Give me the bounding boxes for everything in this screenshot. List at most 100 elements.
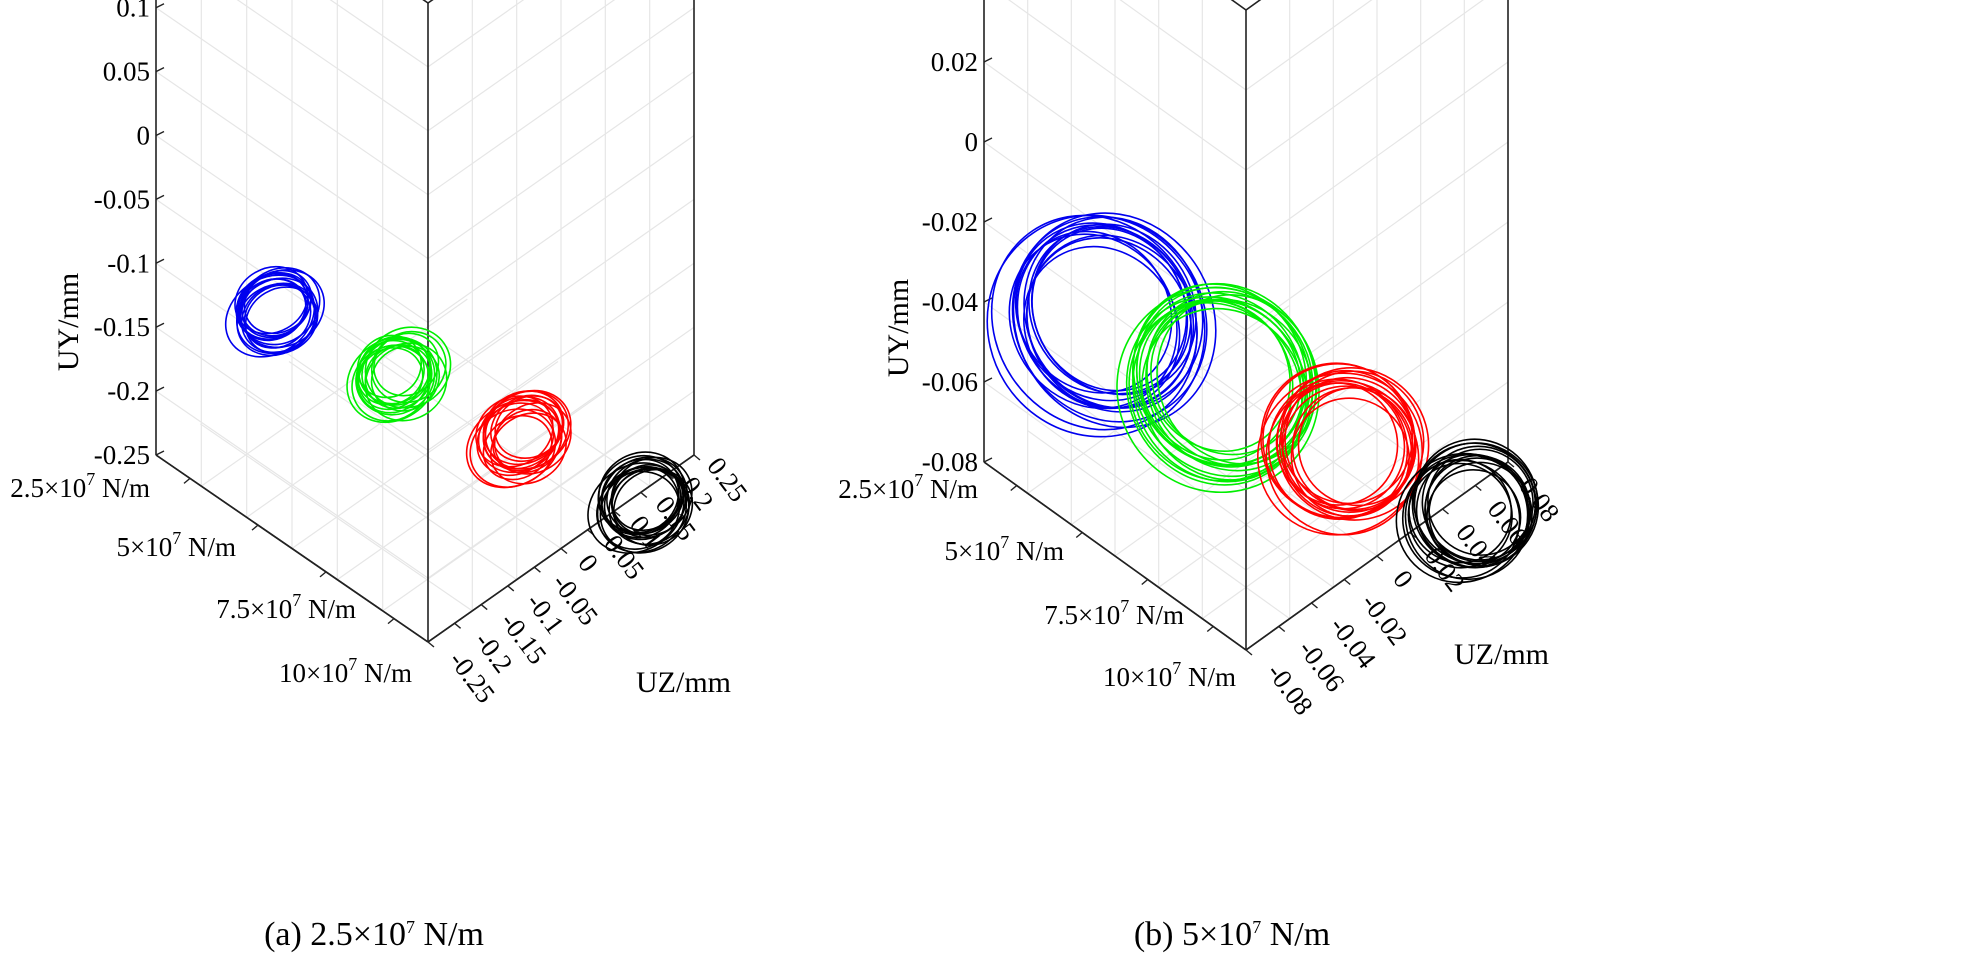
orbit-loop xyxy=(1278,382,1406,510)
category-axis-line xyxy=(983,461,1247,651)
category-label-exp: 7 xyxy=(914,470,923,490)
y-tick-mark xyxy=(155,66,165,73)
orbit-loop xyxy=(236,283,316,357)
category-label-exp: 7 xyxy=(348,654,357,674)
category-label-main: 10×10 xyxy=(279,658,348,688)
category-label-exp: 7 xyxy=(1172,658,1181,678)
panel-caption: (a) 2.5×107 N/m xyxy=(264,916,484,953)
orbit-loop xyxy=(1427,448,1534,556)
orbit-loop xyxy=(1145,298,1314,472)
z-tick-mark xyxy=(613,510,621,517)
category-label-exp: 7 xyxy=(172,528,181,548)
y-tick-label: 0.05 xyxy=(103,57,150,87)
category-tick-mark xyxy=(1206,625,1214,633)
category-label-unit: N/m xyxy=(923,474,978,504)
category-label-unit: N/m xyxy=(181,532,236,562)
orbit-loop xyxy=(476,402,555,477)
y-tick-mark xyxy=(155,3,165,9)
y-tick-mark xyxy=(155,194,165,201)
z-tick-label: 0 xyxy=(572,549,604,578)
orbit-loop xyxy=(1407,462,1513,569)
category-tick-mark xyxy=(251,524,259,531)
y-tick-mark xyxy=(155,386,165,392)
orbit-loop xyxy=(596,470,681,550)
z-axis-label: UZ/mm xyxy=(636,666,731,699)
panel-caption-main: (a) 2.5×10 xyxy=(264,916,406,953)
category-tick-mark xyxy=(1010,484,1018,492)
orbit-series xyxy=(224,265,325,358)
z-tick-mark xyxy=(666,473,674,480)
category-tick-mark xyxy=(183,477,191,484)
orbit-series xyxy=(1395,438,1540,584)
y-tick-label: -0.05 xyxy=(94,184,150,214)
grid-line-floor xyxy=(200,298,468,487)
orbit-loop xyxy=(224,274,316,358)
category-label: 10×107 N/m xyxy=(279,654,412,688)
z-tick-label: 0 xyxy=(1387,565,1419,594)
category-label: 5×107 N/m xyxy=(117,528,237,562)
category-label-main: 5×10 xyxy=(945,536,1001,566)
z-tick-mark xyxy=(1278,625,1286,633)
category-label-unit: N/m xyxy=(95,473,150,503)
orbit-loop xyxy=(346,336,438,424)
z-tick-mark xyxy=(1343,578,1351,586)
category-tick-mark xyxy=(1141,578,1149,586)
y-tick-label: -0.25 xyxy=(94,440,150,470)
grid-line-y xyxy=(155,71,695,260)
y-tick-label: -0.2 xyxy=(107,376,150,406)
z-tick-mark xyxy=(1311,602,1318,609)
panel-caption-main: (b) 5×10 xyxy=(1134,916,1252,953)
y-tick-label: 0 xyxy=(137,121,151,151)
category-label-main: 7.5×10 xyxy=(216,594,292,624)
category-label-main: 2.5×10 xyxy=(838,474,914,504)
category-label-exp: 7 xyxy=(292,590,301,610)
panel-caption-unit: N/m xyxy=(1261,916,1330,953)
y-tick-label: -0.1 xyxy=(107,248,150,278)
orbit-loop xyxy=(1030,223,1197,396)
grid-line-y xyxy=(155,7,695,196)
orbit-loop xyxy=(1395,452,1529,584)
category-label-exp: 7 xyxy=(1120,596,1129,616)
orbit-series xyxy=(346,326,452,424)
y-tick-mark xyxy=(155,450,165,456)
y-tick-label: 0 xyxy=(965,127,979,157)
category-label-unit: N/m xyxy=(357,658,412,688)
orbit-loop xyxy=(235,272,309,341)
panel-caption: (b) 5×107 N/m xyxy=(1134,916,1330,953)
z-tick-mark xyxy=(640,491,648,498)
category-label-main: 2.5×10 xyxy=(10,473,86,503)
orbit-loop xyxy=(240,282,317,354)
z-tick-mark xyxy=(1474,484,1482,492)
axes-box xyxy=(155,0,695,643)
orbit-loop xyxy=(598,451,686,534)
grid-line-y xyxy=(1231,0,1261,11)
orbit-loop xyxy=(1025,234,1198,413)
orbit-loop xyxy=(1412,438,1539,565)
y-tick-label: -0.15 xyxy=(94,312,150,342)
grid-line-y xyxy=(329,0,525,68)
orbit-loop xyxy=(986,214,1206,438)
category-label-unit: N/m xyxy=(1129,600,1184,630)
orbit-loop xyxy=(1011,216,1208,423)
y-tick-mark xyxy=(983,297,993,303)
category-label-main: 10×10 xyxy=(1103,662,1172,692)
orbit-loop xyxy=(1146,290,1314,467)
category-tick-mark xyxy=(1075,531,1083,539)
y-axis-label: UY/mm xyxy=(52,273,85,371)
y-tick-mark xyxy=(155,130,165,137)
category-label: 2.5×107 N/m xyxy=(838,470,978,504)
orbit-loop xyxy=(373,332,440,397)
category-label: 7.5×107 N/m xyxy=(1044,596,1184,630)
z-tick-mark xyxy=(454,622,462,629)
orbit-loop xyxy=(1257,372,1423,536)
y-tick-mark xyxy=(983,137,993,143)
orbit-loop xyxy=(465,399,563,489)
z-tick-mark xyxy=(560,547,568,555)
category-label: 7.5×107 N/m xyxy=(216,590,356,624)
category-tick-mark xyxy=(387,618,395,625)
orbit-series xyxy=(1257,362,1430,536)
category-label-unit: N/m xyxy=(301,594,356,624)
z-tick-mark xyxy=(1376,555,1384,562)
category-axis-line xyxy=(155,454,429,643)
panel-caption-exp: 7 xyxy=(1252,917,1261,937)
